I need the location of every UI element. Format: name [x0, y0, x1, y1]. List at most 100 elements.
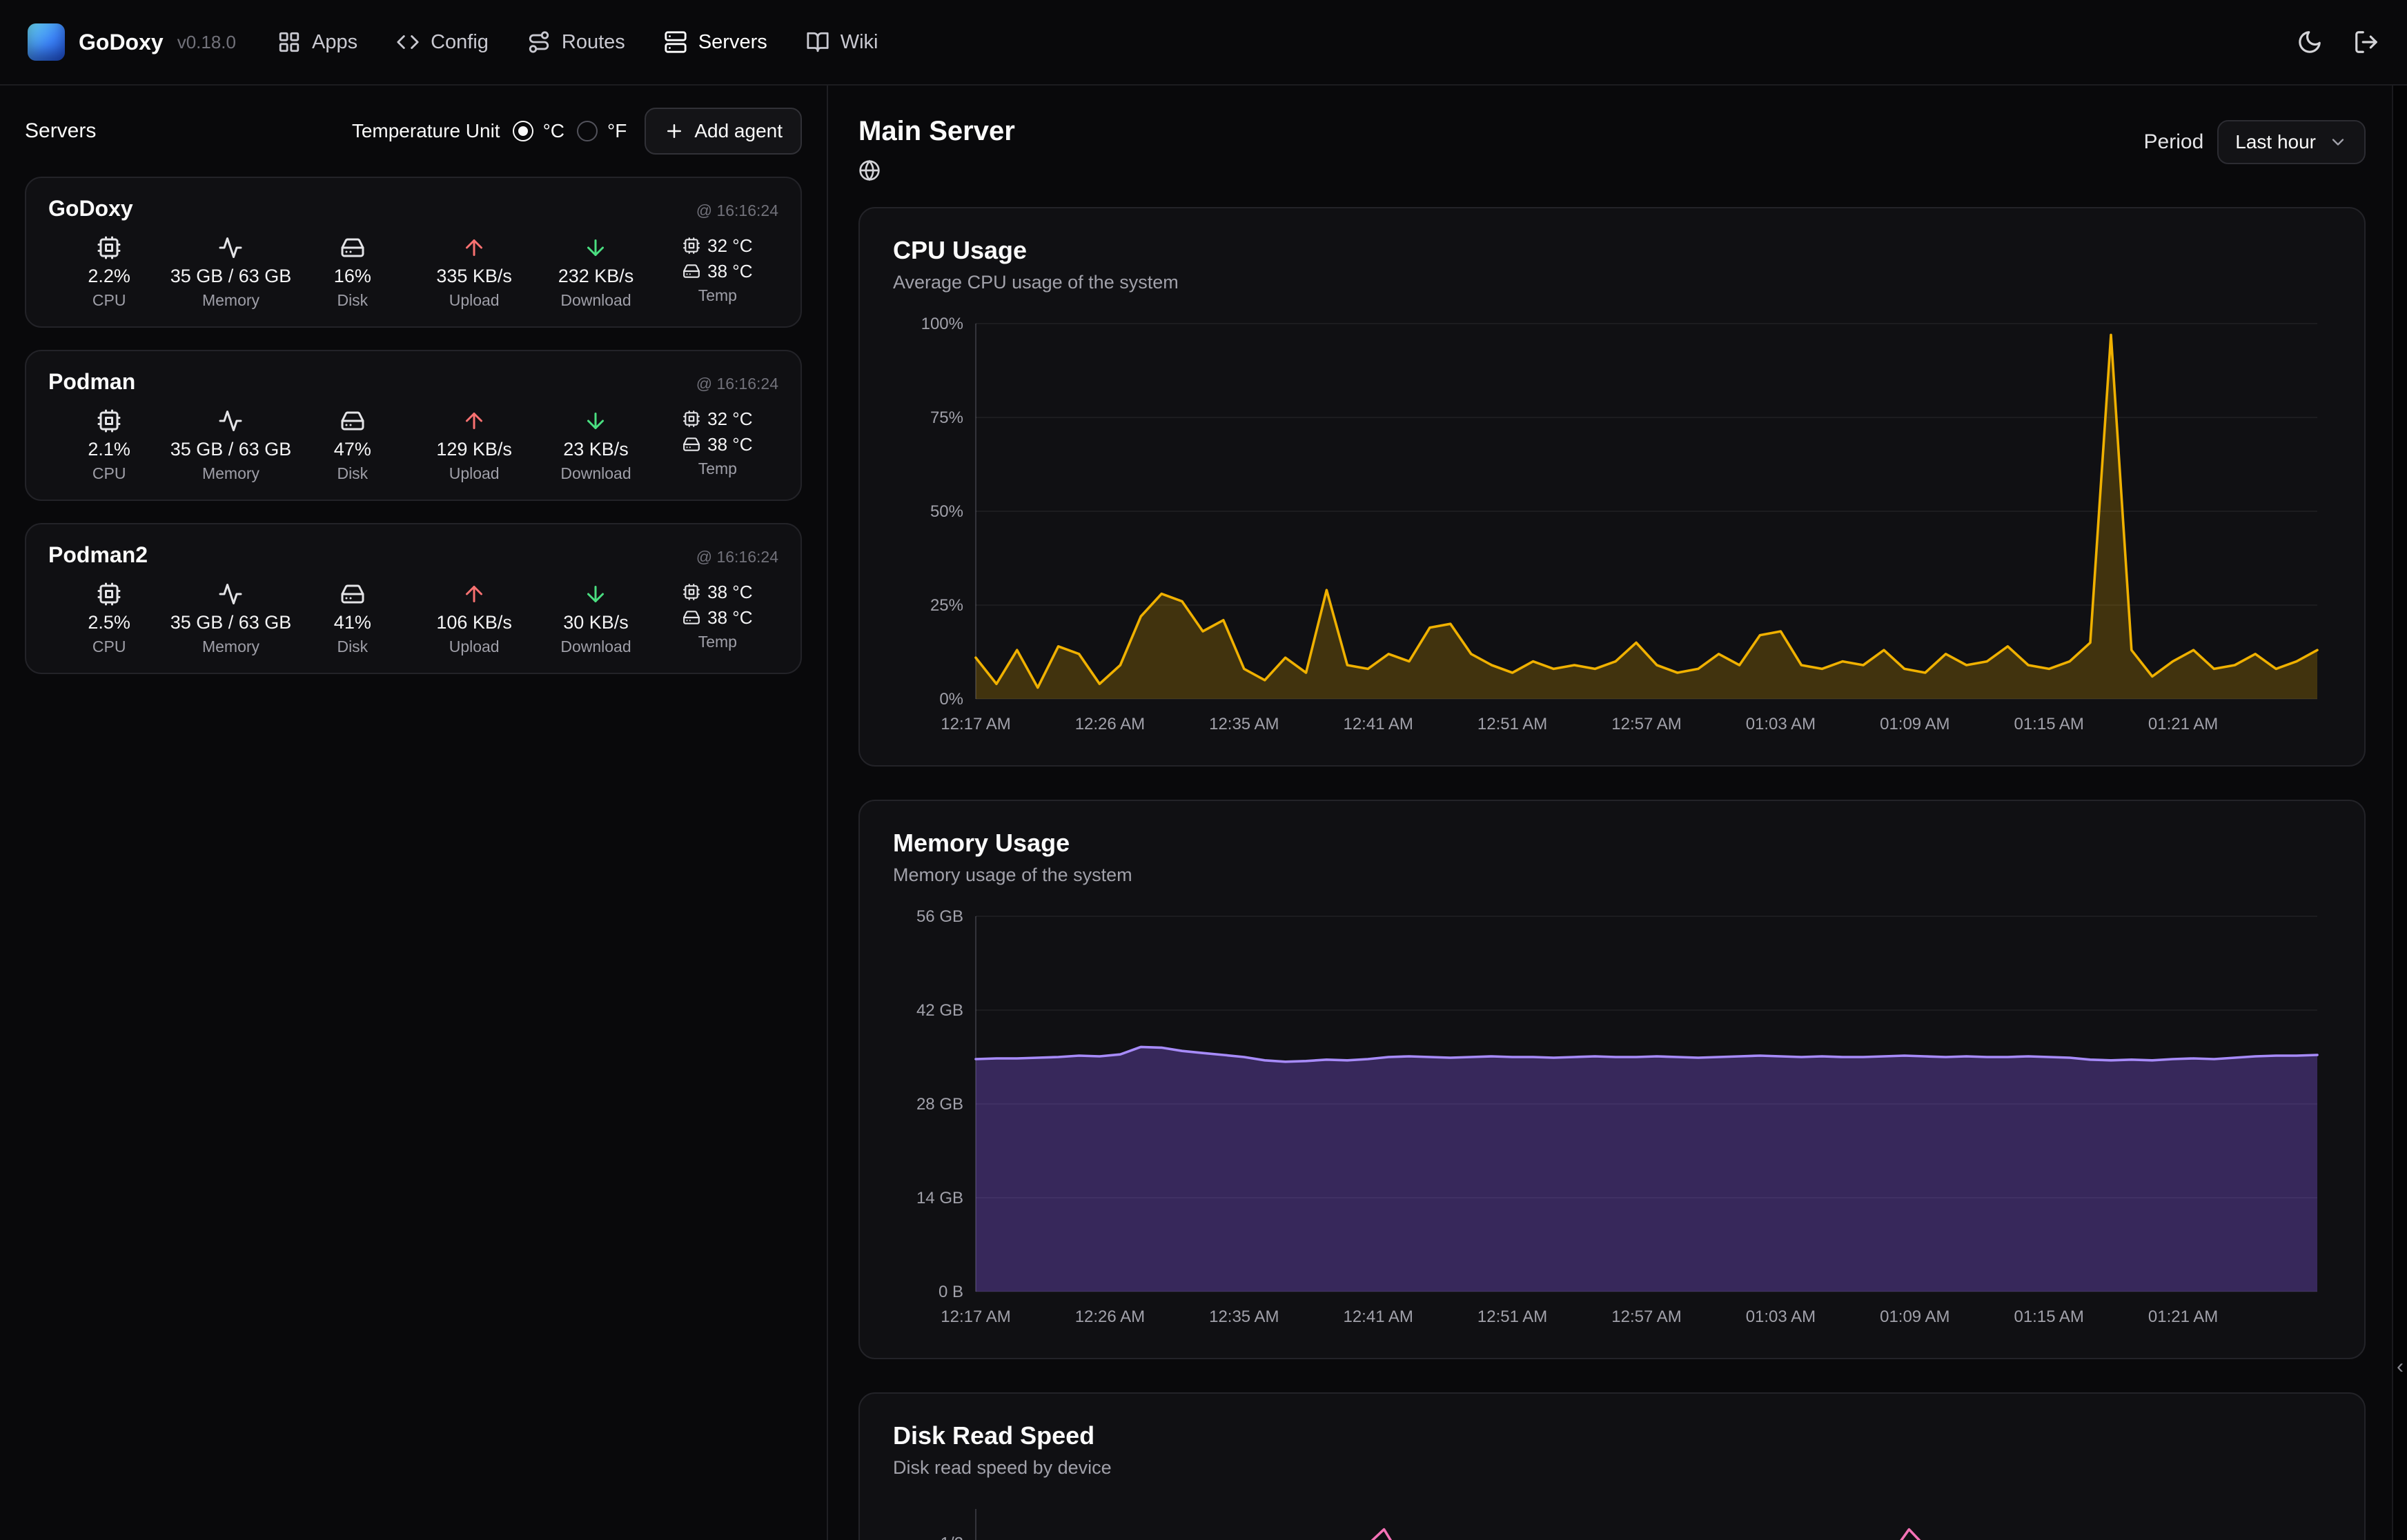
svg-text:01:15 AM: 01:15 AM	[2014, 715, 2083, 733]
memory-label: Memory	[202, 638, 260, 655]
theme-toggle-button[interactable]	[2297, 29, 2323, 55]
download-value: 232 KB/s	[558, 266, 634, 286]
cpu-chip-icon	[682, 237, 700, 256]
download-label: Download	[560, 464, 631, 482]
cpu-stat: 2.1% CPU	[48, 408, 170, 483]
period-select[interactable]: Last hour	[2217, 120, 2366, 164]
server-stats: 2.1% CPU 35 GB / 63 GB Memory 47% Disk 1…	[48, 408, 778, 483]
globe-icon[interactable]	[858, 159, 881, 181]
book-icon	[806, 30, 829, 54]
temp-label: Temp	[698, 460, 737, 477]
cpu-temp-value: 32 °C	[707, 408, 753, 429]
download-stat: 30 KB/s Download	[535, 582, 656, 656]
cpu-temp-value: 32 °C	[707, 235, 753, 256]
disk-stat: 16% Disk	[292, 235, 413, 310]
cpu-value: 2.2%	[88, 266, 130, 286]
radio-icon	[577, 121, 598, 141]
memory-stat: 35 GB / 63 GB Memory	[170, 408, 291, 483]
plus-icon	[664, 121, 685, 141]
temp-stat: 32 °C 38 °C Temp	[657, 235, 778, 310]
activity-icon	[218, 235, 243, 261]
download-stat: 232 KB/s Download	[535, 235, 656, 310]
code-icon	[396, 30, 420, 54]
svg-text:01:15 AM: 01:15 AM	[2014, 1307, 2083, 1326]
arrow-down-icon	[583, 408, 608, 435]
disk-value: 47%	[333, 439, 371, 460]
cpu-chip-icon	[682, 583, 700, 602]
activity-icon	[218, 582, 243, 608]
disk-temp-row: 38 °C	[682, 434, 752, 455]
svg-text:12:57 AM: 12:57 AM	[1611, 715, 1681, 733]
temperature-unit-label: Temperature Unit	[351, 120, 500, 141]
cpu-stat: 2.5% CPU	[48, 582, 170, 656]
hard-drive-icon	[340, 408, 365, 435]
svg-text:12:35 AM: 12:35 AM	[1209, 715, 1279, 733]
download-value: 23 KB/s	[563, 439, 629, 460]
sidebar-title: Servers	[25, 119, 97, 142]
fahrenheit-radio[interactable]: °F	[577, 120, 627, 142]
cpu-chip-icon	[97, 582, 121, 608]
period-value: Last hour	[2235, 131, 2316, 152]
memory-stat: 35 GB / 63 GB Memory	[170, 235, 291, 310]
server-card[interactable]: Podman @ 16:16:24 2.1% CPU 35 GB / 63 GB…	[25, 350, 802, 501]
server-card-header: Podman @ 16:16:24	[48, 369, 778, 395]
nav-servers[interactable]: Servers	[664, 30, 767, 54]
upload-stat: 335 KB/s Upload	[413, 235, 535, 310]
collapse-chevron-icon[interactable]: ‹	[2397, 1355, 2404, 1378]
godoxy-logo[interactable]	[28, 23, 65, 61]
chart-title: Disk Read Speed	[893, 1421, 1095, 1450]
servers-sidebar: Servers Temperature Unit °C °F Add agent	[0, 86, 828, 1540]
nav-config[interactable]: Config	[396, 30, 489, 54]
disk-value: 41%	[333, 612, 371, 633]
hard-drive-icon	[340, 235, 365, 261]
grid-icon	[277, 30, 301, 54]
arrow-down-icon	[583, 582, 608, 608]
nav-routes[interactable]: Routes	[527, 30, 625, 54]
nav-apps[interactable]: Apps	[277, 30, 357, 54]
svg-text:01:09 AM: 01:09 AM	[1880, 1307, 1949, 1326]
download-value: 30 KB/s	[563, 612, 629, 633]
right-edge-panel: ‹	[2392, 86, 2407, 1540]
server-card[interactable]: Podman2 @ 16:16:24 2.5% CPU 35 GB / 63 G…	[25, 523, 802, 674]
main-panel: Main Server Period Last hour CPU Usage A…	[828, 86, 2407, 1540]
upload-value: 129 KB/s	[436, 439, 512, 460]
disk-label: Disk	[337, 291, 369, 309]
svg-text:12:35 AM: 12:35 AM	[1209, 1307, 1279, 1326]
add-agent-button[interactable]: Add agent	[645, 108, 802, 155]
svg-text:12:17 AM: 12:17 AM	[941, 1307, 1010, 1326]
chevron-down-icon	[2328, 132, 2348, 152]
svg-text:25%: 25%	[930, 596, 963, 615]
download-label: Download	[560, 291, 631, 309]
svg-text:1/2: 1/2	[941, 1534, 963, 1540]
upload-value: 335 KB/s	[436, 266, 512, 286]
upload-value: 106 KB/s	[436, 612, 512, 633]
cpu-value: 2.5%	[88, 612, 130, 633]
hard-drive-icon	[682, 609, 700, 628]
svg-text:01:21 AM: 01:21 AM	[2148, 715, 2218, 733]
server-card[interactable]: GoDoxy @ 16:16:24 2.2% CPU 35 GB / 63 GB…	[25, 177, 802, 328]
cpu-value: 2.1%	[88, 439, 130, 460]
memory-label: Memory	[202, 291, 260, 309]
nav-config-label: Config	[431, 30, 489, 53]
sidebar-header: Servers Temperature Unit °C °F Add agent	[25, 108, 802, 155]
cpu-label: CPU	[92, 638, 126, 655]
svg-text:50%: 50%	[930, 502, 963, 521]
svg-text:42 GB: 42 GB	[916, 1001, 963, 1020]
temp-stat: 38 °C 38 °C Temp	[657, 582, 778, 656]
disk-temp-value: 38 °C	[707, 607, 753, 628]
svg-text:12:51 AM: 12:51 AM	[1477, 715, 1547, 733]
svg-text:28 GB: 28 GB	[916, 1095, 963, 1114]
temp-label: Temp	[698, 633, 737, 651]
server-name: GoDoxy	[48, 196, 133, 221]
logout-button[interactable]	[2353, 29, 2379, 55]
memory-usage-chart: 0 B 14 GB 28 GB 42 GB 56 GB 12:17 AM 12:26 AM 1…	[893, 902, 2331, 1333]
svg-text:0%: 0%	[939, 690, 963, 709]
nav-wiki[interactable]: Wiki	[806, 30, 878, 54]
disk-stat: 47% Disk	[292, 408, 413, 483]
server-card-header: GoDoxy @ 16:16:24	[48, 196, 778, 221]
hard-drive-icon	[340, 582, 365, 608]
celsius-radio[interactable]: °C	[512, 120, 564, 142]
disk-temp-row: 38 °C	[682, 607, 752, 629]
cpu-temp-row: 32 °C	[682, 235, 752, 257]
upload-label: Upload	[449, 638, 500, 655]
